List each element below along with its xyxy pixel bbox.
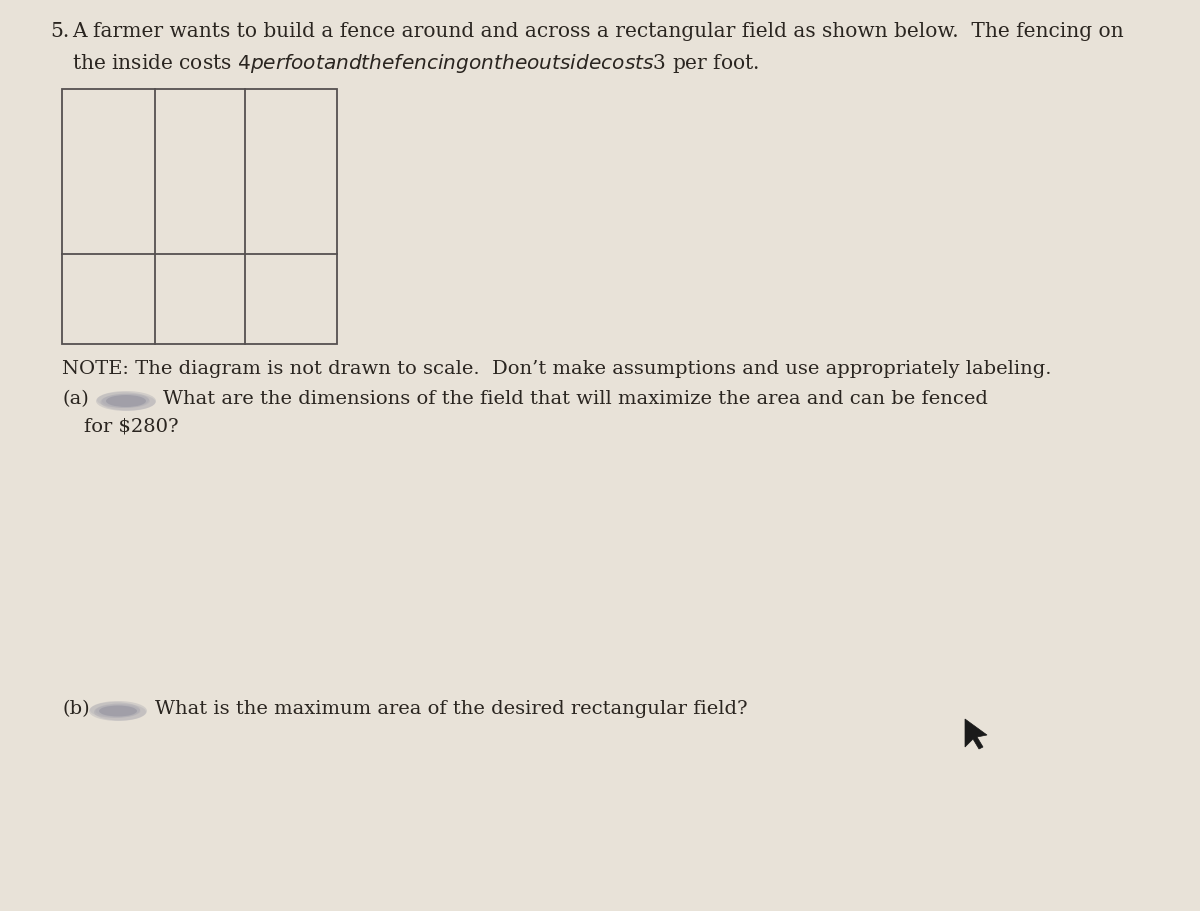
Text: the inside costs $4 per foot and the fencing on the outside costs $3 per foot.: the inside costs $4 per foot and the fen… [72, 52, 760, 75]
Text: NOTE: The diagram is not drawn to scale.  Don’t make assumptions and use appropr: NOTE: The diagram is not drawn to scale.… [62, 360, 1051, 377]
Ellipse shape [90, 702, 140, 718]
Text: (a): (a) [62, 390, 89, 407]
Ellipse shape [106, 395, 146, 407]
Text: A farmer wants to build a fence around and across a rectangular field as shown b: A farmer wants to build a fence around a… [72, 22, 1123, 41]
Text: What is the maximum area of the desired rectangular field?: What is the maximum area of the desired … [155, 700, 748, 717]
Text: What are the dimensions of the field that will maximize the area and can be fenc: What are the dimensions of the field tha… [163, 390, 988, 407]
Polygon shape [965, 719, 986, 749]
Ellipse shape [101, 394, 156, 411]
Text: (b): (b) [62, 700, 90, 717]
Ellipse shape [97, 393, 149, 408]
Ellipse shape [102, 394, 150, 408]
Ellipse shape [94, 703, 146, 721]
Bar [62, 90, 337, 344]
Ellipse shape [89, 701, 148, 722]
Ellipse shape [96, 705, 140, 718]
Text: 5.: 5. [50, 22, 70, 41]
Ellipse shape [96, 392, 156, 412]
Ellipse shape [98, 706, 137, 717]
Text: for $280?: for $280? [84, 417, 179, 435]
